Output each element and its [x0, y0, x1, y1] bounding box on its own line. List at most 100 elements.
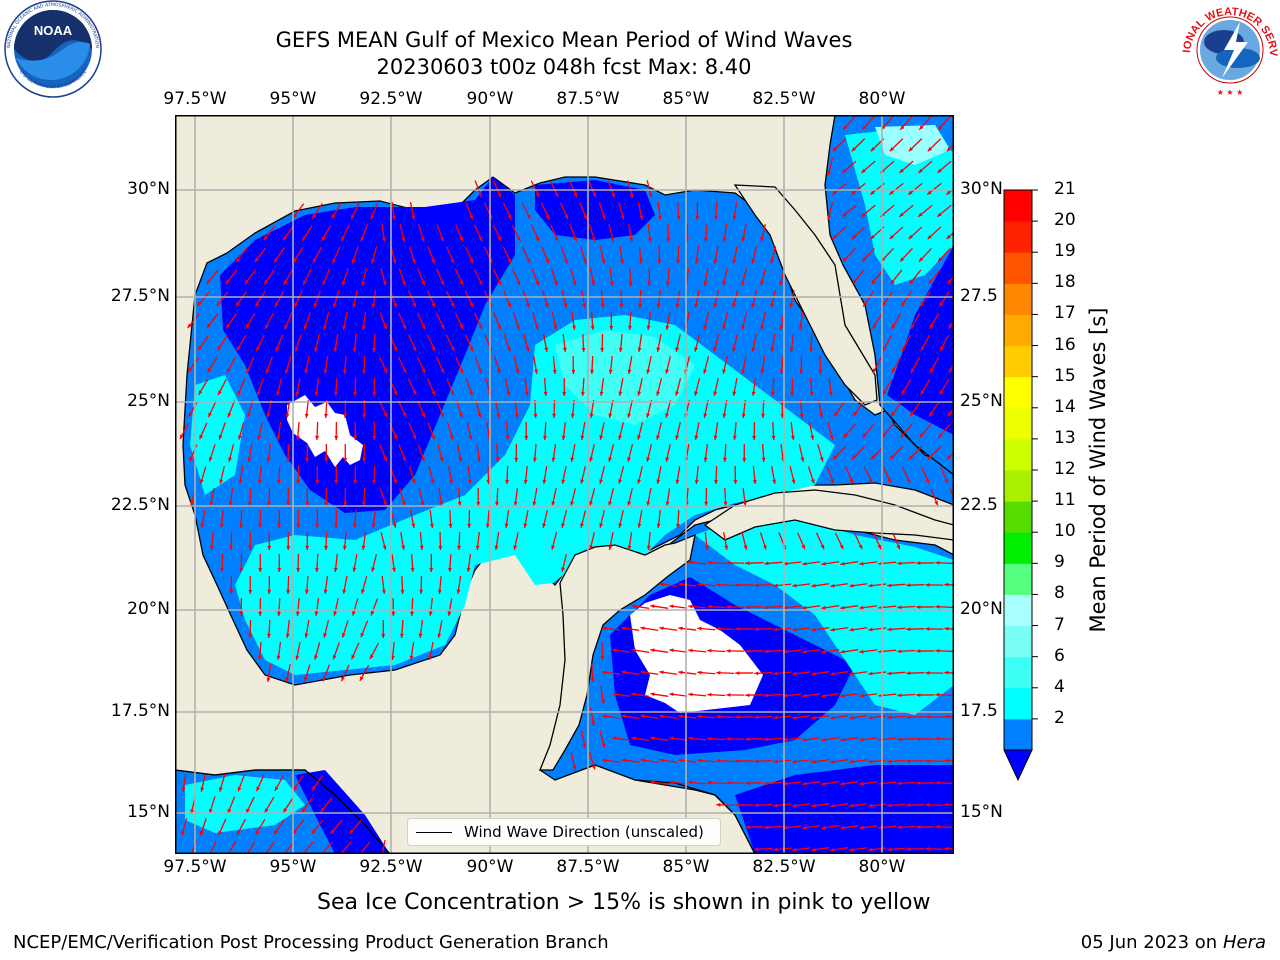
wind-wave-arrow — [650, 648, 669, 653]
wind-wave-arrow — [742, 487, 747, 507]
pacific-coast — [175, 769, 391, 854]
wind-wave-arrow — [207, 400, 217, 418]
wind-wave-arrow — [832, 138, 847, 152]
wind-wave-arrow — [849, 847, 868, 852]
wind-wave-arrow — [608, 355, 613, 375]
wind-wave-arrow — [197, 291, 210, 307]
wind-wave-arrow — [650, 692, 669, 697]
wind-wave-arrow — [722, 532, 729, 550]
wind-wave-arrow — [236, 818, 247, 836]
wind-wave-arrow — [830, 759, 849, 764]
wind-wave-arrow — [561, 466, 567, 484]
wind-wave-arrow — [590, 355, 594, 375]
wind-wave-arrow — [410, 597, 414, 617]
wind-wave-arrow — [647, 223, 652, 243]
wind-wave-arrow — [760, 312, 766, 330]
wind-wave-arrow — [916, 649, 935, 654]
wind-wave-arrow — [580, 730, 587, 748]
wind-wave-arrow — [397, 356, 407, 374]
wind-wave-arrow — [331, 202, 342, 220]
wind-wave-arrow — [323, 312, 330, 330]
latitude-label: 17.5°N — [110, 701, 170, 721]
wind-wave-arrow — [333, 553, 338, 573]
wind-wave-arrow — [754, 627, 773, 632]
map-legend: Wind Wave Direction (unscaled) — [407, 818, 721, 846]
wind-wave-arrow — [353, 465, 358, 485]
cuba — [703, 489, 954, 541]
wind-wave-arrow — [754, 715, 773, 720]
wind-wave-arrow — [550, 268, 558, 286]
wind-wave-arrow — [580, 510, 587, 528]
wind-wave-arrow — [842, 160, 857, 174]
wind-wave-arrow — [676, 245, 680, 265]
wind-wave-arrow — [523, 334, 530, 352]
wind-wave-arrow — [811, 627, 830, 632]
colorbar-segment — [1004, 252, 1032, 284]
legend-line-icon — [416, 831, 452, 833]
wind-wave-arrow — [579, 202, 588, 220]
wind-wave-arrow — [379, 488, 387, 506]
wind-wave-arrow — [198, 378, 209, 396]
wind-wave-arrow — [675, 378, 682, 396]
wind-wave-arrow — [716, 582, 735, 587]
wind-wave-arrow — [732, 378, 738, 396]
wind-wave-arrow — [239, 553, 244, 573]
wind-wave-arrow — [225, 269, 238, 285]
wind-wave-arrow — [588, 224, 596, 242]
wind-wave-arrow — [669, 604, 688, 609]
longitude-label: 80°W — [858, 857, 906, 877]
wind-wave-arrow — [627, 444, 634, 462]
wind-wave-arrow — [602, 758, 621, 763]
wind-wave-arrow — [200, 510, 206, 528]
wind-wave-arrow — [315, 465, 320, 485]
wind-wave-arrow — [464, 246, 474, 264]
wind-wave-arrow — [408, 246, 416, 264]
wind-wave-arrow — [426, 334, 436, 352]
wind-wave-arrow — [530, 180, 540, 198]
wind-wave-arrow — [474, 180, 483, 198]
wind-wave-arrow — [920, 334, 931, 352]
wind-wave-arrow — [669, 648, 688, 653]
wind-wave-arrow — [600, 333, 605, 353]
wind-wave-arrow — [882, 378, 893, 396]
wind-wave-arrow — [514, 399, 519, 419]
footer-date-text: 05 Jun 2023 on — [1080, 932, 1218, 953]
wind-wave-arrow — [398, 312, 407, 330]
wind-wave-arrow — [618, 466, 625, 484]
wind-wave-arrow — [666, 223, 671, 243]
colorbar-segment — [1004, 407, 1032, 440]
colorbar-segment — [1004, 470, 1032, 502]
wind-wave-arrow — [703, 443, 709, 463]
wind-wave-arrow — [726, 736, 745, 741]
wind-wave-arrow — [916, 605, 935, 610]
colorbar-tick-label: 20 — [1054, 210, 1076, 231]
wind-wave-arrow — [348, 819, 362, 835]
wind-wave-arrow — [599, 246, 606, 264]
colorbar-tick-label: 11 — [1054, 490, 1076, 511]
wind-wave-arrow — [920, 378, 931, 396]
wind-wave-arrow — [678, 758, 697, 763]
wind-wave-arrow — [770, 334, 776, 352]
wind-wave-arrow — [707, 560, 726, 565]
colorbar-tick-label: 17 — [1054, 303, 1076, 324]
latitude-label: 22.5°N — [110, 495, 170, 515]
wind-wave-arrow — [745, 781, 764, 786]
wind-wave-arrow — [783, 561, 802, 566]
wind-wave-arrow — [646, 531, 651, 551]
wind-wave-arrow — [353, 421, 358, 441]
wind-wave-arrow — [493, 312, 502, 330]
wind-wave-arrow — [407, 334, 417, 352]
wind-wave-arrow — [495, 443, 500, 463]
wind-wave-arrow — [474, 356, 483, 374]
wind-wave-arrow — [851, 226, 866, 240]
wind-wave-arrow — [871, 269, 884, 285]
wind-wave-arrow — [832, 446, 847, 460]
wind-wave-arrow — [571, 312, 576, 330]
wind-wave-arrow — [244, 269, 257, 285]
latitude-label: 30°N — [127, 179, 170, 199]
wind-wave-arrow — [850, 182, 866, 196]
wind-wave-arrow — [849, 715, 868, 720]
wind-wave-arrow — [627, 400, 633, 418]
wind-wave-arrow — [305, 443, 310, 463]
wind-wave-arrow — [840, 561, 859, 566]
